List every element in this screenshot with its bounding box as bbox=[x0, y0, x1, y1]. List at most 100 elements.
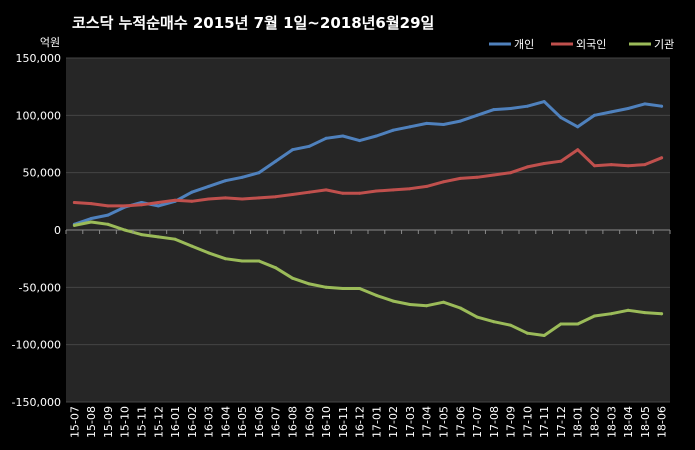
data-point bbox=[576, 125, 580, 129]
y-tick-label: 0 bbox=[54, 224, 61, 237]
data-point bbox=[223, 257, 227, 261]
series-line-3 bbox=[72, 220, 664, 337]
data-point bbox=[257, 171, 261, 175]
data-point bbox=[173, 237, 177, 241]
data-point bbox=[492, 173, 496, 177]
data-point bbox=[89, 220, 93, 224]
data-point bbox=[324, 136, 328, 140]
data-point bbox=[374, 293, 378, 297]
x-tick-label: 17-11 bbox=[538, 406, 551, 438]
data-point bbox=[324, 188, 328, 192]
data-point bbox=[626, 164, 630, 168]
series-layer bbox=[72, 100, 664, 337]
data-point bbox=[106, 213, 110, 217]
data-point bbox=[291, 193, 294, 196]
data-point bbox=[173, 198, 177, 202]
data-point bbox=[257, 259, 261, 263]
data-point bbox=[643, 163, 647, 167]
data-point bbox=[140, 203, 143, 207]
data-point bbox=[341, 134, 345, 138]
data-point bbox=[609, 163, 613, 167]
x-tick-label: 15-08 bbox=[85, 406, 98, 438]
x-tick-label: 17-09 bbox=[505, 406, 518, 438]
x-tick-label: 18-01 bbox=[572, 406, 585, 438]
data-point bbox=[358, 191, 362, 195]
data-point bbox=[89, 217, 93, 220]
data-point bbox=[123, 228, 127, 232]
data-point bbox=[374, 134, 378, 138]
data-point bbox=[458, 306, 462, 310]
y-tick-label: -100,000 bbox=[12, 339, 61, 352]
data-point bbox=[207, 251, 211, 255]
x-tick-label: 17-01 bbox=[370, 406, 383, 438]
data-point bbox=[257, 196, 261, 200]
data-point bbox=[123, 204, 127, 208]
data-point bbox=[525, 165, 529, 169]
data-point bbox=[509, 107, 513, 110]
data-point bbox=[207, 184, 211, 188]
data-point bbox=[458, 176, 462, 180]
y-tick-label: 150,000 bbox=[16, 52, 62, 65]
x-tick-label: 16-01 bbox=[169, 406, 182, 438]
data-point bbox=[458, 119, 462, 123]
data-point bbox=[609, 110, 613, 114]
x-tick-label: 16-06 bbox=[253, 406, 266, 438]
x-tick-label: 17-08 bbox=[488, 406, 501, 438]
data-point bbox=[106, 222, 110, 226]
y-tick-label: -50,000 bbox=[19, 281, 61, 294]
data-point bbox=[72, 201, 76, 204]
data-point bbox=[425, 184, 429, 188]
data-point bbox=[324, 285, 328, 289]
x-tick-label: 18-04 bbox=[622, 406, 635, 438]
data-point bbox=[660, 156, 664, 160]
data-point bbox=[593, 314, 596, 318]
data-point bbox=[492, 320, 496, 324]
x-tick-label: 15-11 bbox=[136, 406, 149, 438]
chart-title: 코스닥 누적순매수 2015년 7월 1일~2018년6월29일 bbox=[72, 14, 434, 32]
x-tick-label: 16-03 bbox=[203, 406, 216, 438]
x-tick-label: 15-12 bbox=[152, 406, 165, 438]
data-point bbox=[425, 121, 429, 125]
x-tick-label: 16-05 bbox=[236, 406, 249, 438]
data-point bbox=[576, 148, 580, 152]
data-point bbox=[626, 308, 630, 312]
x-tick-label: 17-10 bbox=[521, 406, 534, 438]
data-point bbox=[291, 276, 294, 280]
data-point bbox=[525, 104, 529, 108]
data-point bbox=[307, 282, 311, 286]
data-point bbox=[341, 287, 345, 290]
data-point bbox=[475, 113, 479, 117]
data-point bbox=[274, 266, 278, 270]
x-tick-label: 16-04 bbox=[219, 406, 232, 438]
y-tick-label: 100,000 bbox=[16, 109, 62, 122]
data-point bbox=[542, 100, 546, 104]
legend-label: 기관 bbox=[654, 38, 674, 51]
x-tick-label: 18-03 bbox=[605, 406, 618, 438]
data-point bbox=[190, 199, 194, 203]
data-point bbox=[408, 187, 412, 191]
data-point bbox=[442, 123, 445, 126]
data-point bbox=[509, 171, 513, 175]
data-point bbox=[341, 191, 345, 195]
data-point bbox=[408, 125, 412, 129]
data-point bbox=[391, 299, 395, 303]
y-axis: 150,000 100,000 50,000 0 -50,000 -100,000 -150… bbox=[12, 52, 61, 409]
data-point bbox=[190, 244, 194, 248]
data-point bbox=[391, 128, 395, 132]
x-tick-label: 16-10 bbox=[320, 406, 333, 438]
data-point bbox=[223, 179, 227, 183]
data-point bbox=[190, 190, 194, 194]
data-point bbox=[307, 190, 311, 194]
data-point bbox=[391, 188, 395, 192]
data-point bbox=[442, 300, 445, 304]
x-tick-label: 17-02 bbox=[387, 406, 400, 438]
data-point bbox=[240, 197, 244, 201]
x-tick-label: 15-07 bbox=[68, 406, 81, 438]
x-axis: 15-07 15-08 15-09 15-10 15-11 15-12 16-01 16-02… bbox=[65, 230, 671, 438]
data-point bbox=[442, 180, 445, 184]
x-tick-label: 16-02 bbox=[186, 406, 199, 438]
data-point bbox=[559, 159, 563, 163]
legend-label: 외국인 bbox=[576, 38, 606, 51]
data-point bbox=[475, 175, 479, 179]
